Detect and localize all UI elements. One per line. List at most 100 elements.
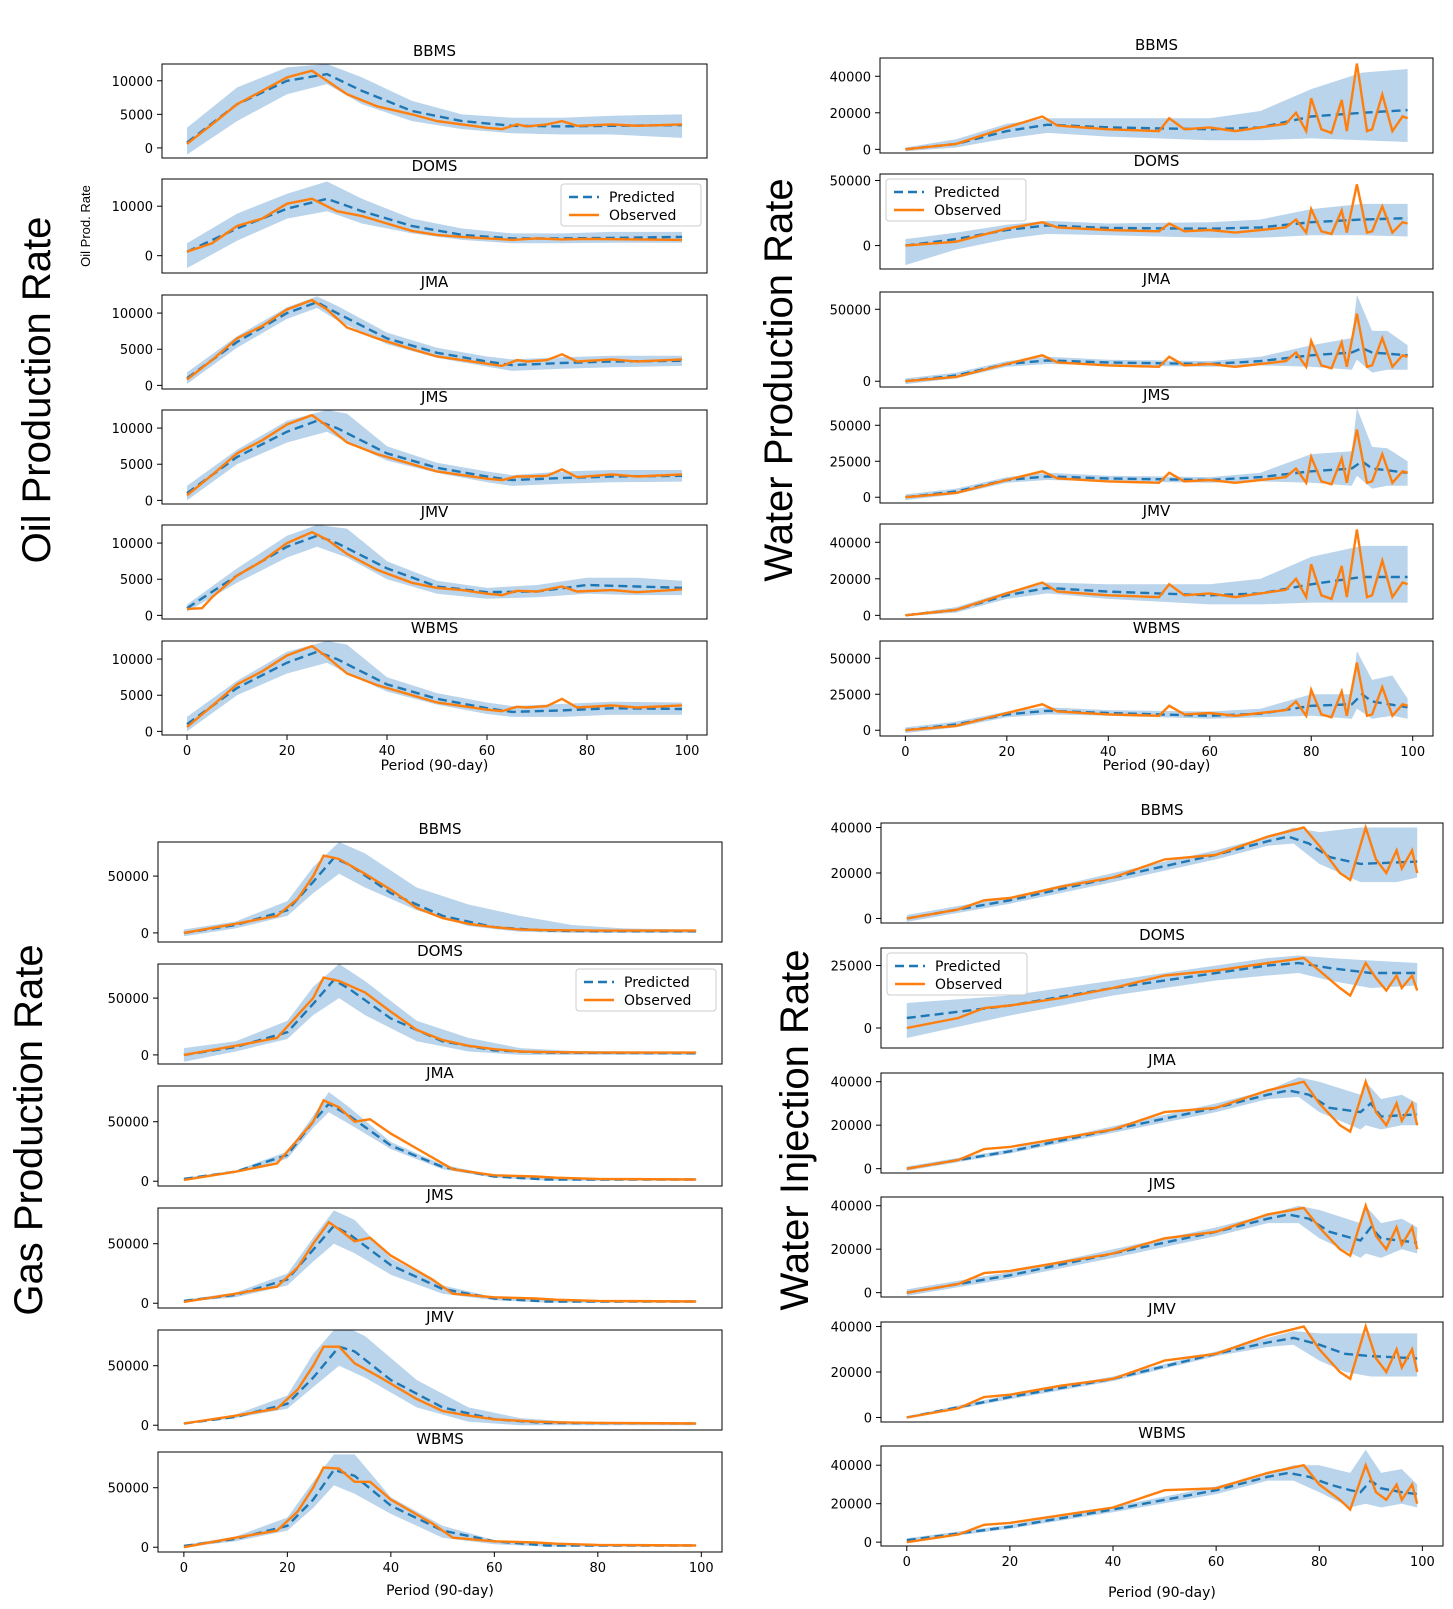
x-tick-label: 80 (590, 1561, 607, 1576)
predicted-line (906, 961, 1418, 1020)
panel-jma: JMA 0 5000 10000 (112, 273, 708, 394)
x-tick-label: 60 (479, 744, 496, 759)
observed-line (183, 854, 697, 935)
plot-area (183, 1454, 697, 1549)
panel-frame (157, 1207, 723, 1309)
uncertainty-band (906, 1449, 1418, 1543)
observed-line (186, 530, 683, 611)
y-tick-label: 40000 (830, 70, 871, 85)
panel-frame (880, 1445, 1444, 1547)
x-tick-label: 20 (279, 1561, 296, 1576)
y-tick-label: 20000 (831, 1498, 872, 1513)
panel-frame (880, 1196, 1444, 1298)
quadrant-label: Gas Production Rate (7, 944, 51, 1315)
observed-line (183, 976, 697, 1057)
panel-title: BBMS (1135, 36, 1178, 54)
y-tick-label: 0 (145, 250, 153, 265)
quadrant-label: Water Injection Rate (773, 950, 817, 1311)
panel-jma: JMA 0 20000 40000 (831, 1051, 1444, 1178)
predicted-line (906, 1213, 1418, 1294)
y-tick-label: 10000 (112, 653, 153, 668)
plot-area (183, 964, 697, 1062)
panel-jms: JMS 0 50000 (108, 1186, 723, 1312)
plot-area (905, 63, 1409, 152)
y-tick-label: 20000 (830, 107, 871, 122)
legend-predicted-label: Predicted (934, 185, 1000, 201)
plot-area (906, 823, 1419, 922)
y-tick-label: 25000 (830, 688, 871, 703)
x-tick-label: 0 (903, 1555, 911, 1570)
y-tick-label: 50000 (830, 419, 871, 434)
x-tick-label: 80 (579, 744, 596, 759)
panel-doms: DOMS 0 25000 Predicted Observed (831, 926, 1444, 1049)
panel-frame (157, 1085, 723, 1187)
y-tick-label: 20000 (831, 867, 872, 882)
x-tick-label: 0 (901, 745, 909, 760)
panel-title: WBMS (411, 619, 459, 637)
x-tick-label: 100 (1400, 745, 1425, 760)
uncertainty-band (905, 69, 1408, 152)
plot-area (186, 181, 683, 269)
predicted-line (906, 1089, 1418, 1170)
panel-doms: DOMS 0 50000 Predicted Observed (830, 152, 1434, 270)
y-tick-label: 25000 (831, 960, 872, 975)
panel-bbms: BBMS 0 5000 10000 (112, 42, 708, 159)
panel-jms: JMS 0 25000 50000 (830, 386, 1434, 506)
y-axis-label: Oil Prod. Rate (78, 185, 93, 267)
y-tick-label: 0 (141, 1419, 149, 1434)
y-tick-label: 5000 (120, 573, 153, 588)
plot-area (906, 955, 1419, 1038)
legend: Predicted Observed (575, 968, 717, 1012)
panel-title: JMS (420, 388, 448, 406)
panel-frame (879, 407, 1434, 504)
x-tick-label: 60 (1208, 1555, 1225, 1570)
y-tick-label: 0 (145, 142, 153, 157)
y-tick-label: 0 (141, 927, 149, 942)
y-tick-label: 50000 (830, 652, 871, 667)
uncertainty-band (905, 545, 1408, 617)
panel-frame (157, 1451, 723, 1553)
plot-area (183, 1210, 697, 1304)
y-tick-label: 0 (863, 240, 871, 255)
panel-jmv: JMV 0 20000 40000 (831, 1300, 1444, 1426)
panel-jms: JMS 0 5000 10000 (112, 388, 708, 509)
panel-title: JMV (420, 503, 449, 521)
x-axis-label: Period (90-day) (386, 1583, 494, 1599)
x-tick-label: 40 (1105, 1555, 1122, 1570)
y-tick-label: 5000 (120, 343, 153, 358)
y-tick-label: 0 (863, 375, 871, 390)
panel-title: BBMS (418, 820, 461, 838)
uncertainty-band (187, 641, 682, 732)
panel-title: BBMS (1140, 801, 1183, 819)
panel-wbms: WBMS 0 25000 50000 0 20 40 60 80 100 Period (90-da… (830, 619, 1434, 774)
panel-frame (157, 963, 723, 1065)
y-tick-label: 20000 (831, 1366, 872, 1381)
y-tick-label: 0 (864, 1163, 872, 1178)
plot-area (906, 1449, 1419, 1544)
x-tick-label: 40 (1100, 745, 1117, 760)
observed-line (905, 184, 1408, 247)
predicted-line (906, 1471, 1418, 1542)
panel-frame (157, 841, 723, 943)
y-tick-label: 40000 (831, 1321, 872, 1336)
panel-frame (880, 947, 1444, 1049)
panel-jmv: JMV 0 20000 40000 (830, 502, 1434, 624)
y-tick-label: 0 (145, 609, 153, 624)
plot-area (905, 408, 1408, 501)
observed-line (183, 1220, 697, 1304)
panel-title: JMS (1148, 1175, 1176, 1193)
legend-predicted-label: Predicted (624, 975, 690, 991)
observed-line (186, 197, 683, 253)
panel-title: WBMS (1138, 1424, 1186, 1442)
legend-observed-label: Observed (934, 203, 1001, 219)
y-tick-label: 5000 (120, 689, 153, 704)
uncertainty-band (187, 64, 682, 155)
predicted-line (906, 835, 1418, 920)
plot-area (906, 1201, 1419, 1296)
y-tick-label: 0 (141, 1175, 149, 1190)
y-tick-label: 40000 (831, 1076, 872, 1091)
y-tick-label: 10000 (112, 422, 153, 437)
x-tick-label: 80 (1311, 1555, 1328, 1570)
uncertainty-band (906, 1331, 1418, 1419)
x-tick-label: 60 (486, 1561, 503, 1576)
